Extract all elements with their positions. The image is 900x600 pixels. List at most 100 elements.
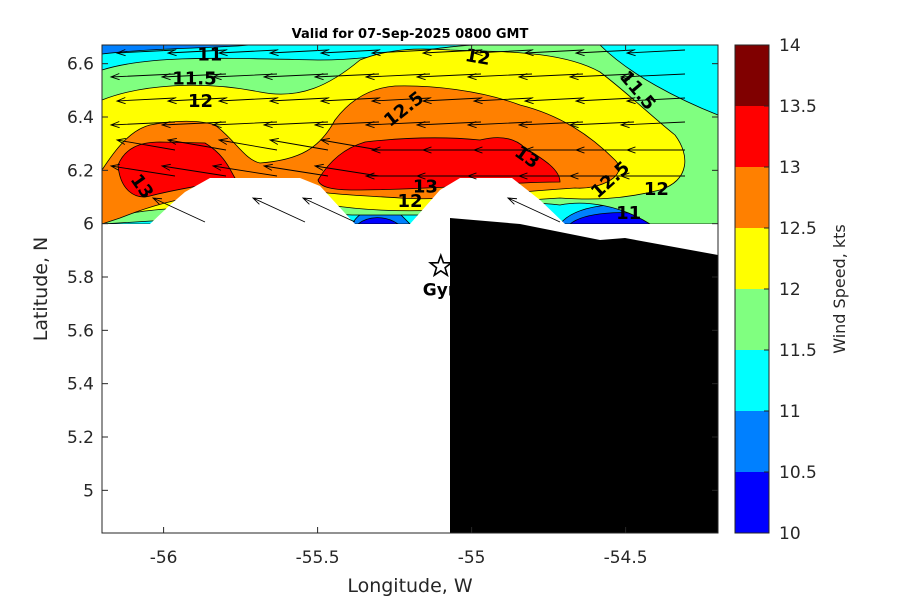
contour-label: 12 <box>397 191 422 212</box>
colorbar-segment <box>735 106 769 167</box>
y-tick-label: 6.4 <box>67 108 94 128</box>
colorbar-segment <box>735 472 769 533</box>
wind-vector <box>466 73 533 81</box>
wind-vectors <box>109 49 686 223</box>
wind-vector <box>115 49 176 57</box>
y-tick-label: 5.4 <box>67 375 94 395</box>
x-axis-title: Longitude, W <box>347 575 473 597</box>
colorbar-segment <box>735 167 769 228</box>
wind-vector <box>364 121 431 129</box>
wind-vector <box>301 197 356 223</box>
wind-vector <box>364 73 431 81</box>
wind-vector <box>109 163 176 177</box>
wind-vector <box>268 49 329 57</box>
wind-vector <box>160 73 227 81</box>
wind-vector <box>506 197 561 223</box>
contour-label: 11 <box>616 203 641 224</box>
colorbar-tick-label: 13.5 <box>779 97 817 117</box>
wind-vector <box>574 49 635 57</box>
y-tick-label: 5.6 <box>67 321 94 341</box>
wind-vector <box>523 49 584 57</box>
wind-vector <box>166 97 227 105</box>
wind-vector <box>319 137 380 151</box>
wind-vector <box>568 121 635 129</box>
wind-vector <box>313 163 380 177</box>
colorbar-title: Wind Speed, kts <box>830 224 849 354</box>
colorbar-segment <box>735 45 769 106</box>
wind-vector <box>421 97 482 105</box>
colorbar-tick-label: 12.5 <box>779 219 817 239</box>
wind-vector <box>619 73 686 81</box>
band-10-a <box>356 217 400 225</box>
contour-label: 13 <box>413 176 438 197</box>
wind-vector <box>268 97 329 105</box>
wind-vector <box>151 197 206 223</box>
wind-vector <box>421 146 481 154</box>
y-axis-title: Latitude, N <box>30 237 52 342</box>
x-tick-label: -56 <box>150 548 178 568</box>
wind-vector <box>472 97 533 105</box>
y-axis: 5 5.2 5.4 5.6 5.8 6 6.2 6.4 6.6 <box>67 55 718 501</box>
wind-vector <box>109 121 176 129</box>
wind-vector <box>160 163 227 177</box>
wind-vector <box>625 97 686 105</box>
contour-label: 12 <box>188 91 213 112</box>
wind-vector <box>415 121 482 129</box>
colorbar-tick-label: 11 <box>779 402 801 422</box>
wind-vector <box>251 197 306 223</box>
marker-label: Gyr <box>423 280 457 300</box>
wind-vector <box>313 121 380 129</box>
wind-vector <box>115 137 176 151</box>
colorbar-segment <box>735 350 769 411</box>
x-tick-label: -55.5 <box>296 548 340 568</box>
colorbar-tick-label: 10.5 <box>779 463 817 483</box>
wind-vector <box>313 73 380 81</box>
land-black <box>450 218 718 533</box>
wind-vector <box>211 163 278 177</box>
wind-vector <box>115 97 176 105</box>
wind-vector <box>370 49 431 57</box>
location-marker: Gyr <box>423 252 457 300</box>
y-tick-label: 5.2 <box>67 428 94 448</box>
wind-vector <box>472 49 533 57</box>
wind-vector <box>262 73 329 81</box>
wind-vector <box>211 121 278 129</box>
wind-vector <box>574 146 634 154</box>
wind-vector <box>517 73 584 81</box>
wind-vector <box>268 137 329 151</box>
wind-vector <box>370 146 430 154</box>
colorbar-segment <box>735 289 769 350</box>
y-tick-label: 6.2 <box>67 161 94 181</box>
band-13-b <box>317 137 561 191</box>
wind-vector <box>217 97 278 105</box>
contour-label: 12 <box>644 179 669 200</box>
colorbar-tick-label: 14 <box>779 36 801 56</box>
colorbar-segment <box>735 411 769 472</box>
colorbar: 10 10.5 11 11.5 12 12.5 13 13.5 14 <box>734 36 817 544</box>
wind-vector <box>319 49 380 57</box>
wind-vector <box>319 97 380 105</box>
contour-label: 11 <box>197 44 222 65</box>
wind-vector <box>415 73 482 81</box>
wind-vector <box>619 121 686 129</box>
wind-vector <box>217 49 278 57</box>
colorbar-tick-label: 12 <box>779 280 801 300</box>
wind-vector <box>466 121 533 129</box>
x-tick-label: -55 <box>458 548 486 568</box>
wind-vector <box>166 49 227 57</box>
y-tick-label: 6 <box>83 215 94 235</box>
wind-vector <box>370 97 431 105</box>
wind-vector <box>517 121 584 129</box>
chart-title: Valid for 07-Sep-2025 0800 GMT <box>292 27 529 42</box>
wind-vector <box>262 163 329 177</box>
x-tick-label: -54.5 <box>604 548 648 568</box>
wind-vector <box>619 172 685 180</box>
wind-vector <box>211 73 278 81</box>
wind-vector <box>568 73 635 81</box>
star-icon <box>428 252 454 278</box>
wind-vector <box>625 146 685 154</box>
y-tick-label: 6.6 <box>67 55 94 75</box>
colorbar-segment <box>735 228 769 289</box>
